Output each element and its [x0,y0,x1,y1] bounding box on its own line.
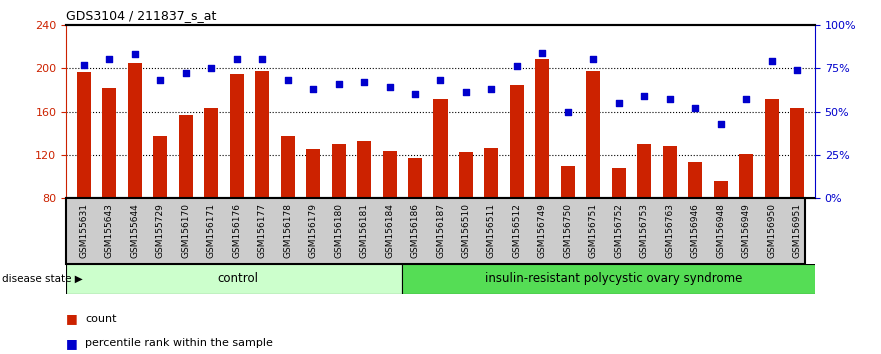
Text: GSM156179: GSM156179 [308,204,318,258]
Point [611,100,626,105]
Text: GSM156511: GSM156511 [487,204,496,258]
Text: GSM156184: GSM156184 [385,204,394,258]
Text: percentile rank within the sample: percentile rank within the sample [85,338,273,348]
Text: GSM156176: GSM156176 [233,204,241,258]
Point [77,62,91,68]
Point [281,78,295,83]
Bar [128,63,142,198]
Bar [739,154,753,198]
Text: GSM156946: GSM156946 [691,204,700,258]
Text: GSM156749: GSM156749 [538,204,547,258]
Text: GSM156948: GSM156948 [716,204,725,258]
Bar [561,166,575,198]
Text: GSM155631: GSM155631 [79,204,88,258]
Bar [408,158,422,198]
Bar [179,115,193,198]
Text: GSM156512: GSM156512 [513,204,522,258]
Text: GSM156951: GSM156951 [793,204,802,258]
Point [637,93,651,99]
Point [331,81,345,87]
Bar [230,74,244,198]
Bar [765,98,779,198]
Point [510,64,524,69]
Point [485,86,499,92]
Point [102,57,116,62]
Text: control: control [218,272,258,285]
Point [179,70,193,76]
Bar [587,72,600,198]
Point [255,57,270,62]
Text: GSM156171: GSM156171 [207,204,216,258]
Text: GSM156178: GSM156178 [283,204,292,258]
Point [586,57,600,62]
Text: GSM156510: GSM156510 [462,204,470,258]
Bar [637,144,651,198]
Point [561,109,575,114]
Bar [331,144,345,198]
Text: GSM156751: GSM156751 [589,204,598,258]
Bar [357,141,371,198]
Text: insulin-resistant polycystic ovary syndrome: insulin-resistant polycystic ovary syndr… [485,272,743,285]
Text: GSM156187: GSM156187 [436,204,445,258]
Text: GSM156753: GSM156753 [640,204,648,258]
Text: GSM156177: GSM156177 [258,204,267,258]
Point [536,50,550,55]
Text: ■: ■ [66,337,78,350]
Point [408,91,422,97]
Text: GSM156170: GSM156170 [181,204,190,258]
Bar [611,168,626,198]
Point [153,78,167,83]
Bar [510,85,524,198]
Bar [382,150,396,198]
Point [663,97,677,102]
Bar [714,181,728,198]
Bar [403,264,840,294]
Text: ■: ■ [66,312,78,325]
Text: GSM155643: GSM155643 [105,204,114,258]
Point [204,65,218,71]
Text: GSM156950: GSM156950 [767,204,776,258]
Text: GSM156180: GSM156180 [334,204,343,258]
Bar [459,152,473,198]
Text: GSM156181: GSM156181 [359,204,368,258]
Bar [536,59,550,198]
Text: disease state ▶: disease state ▶ [2,274,83,284]
Text: GSM155729: GSM155729 [156,204,165,258]
Bar [281,136,294,198]
Text: GSM155644: GSM155644 [130,204,139,258]
Bar [485,148,499,198]
Point [459,90,473,95]
Bar [306,149,320,198]
Bar [102,88,116,198]
Text: count: count [85,314,117,324]
Text: GSM156186: GSM156186 [411,204,419,258]
Point [382,84,396,90]
Point [714,121,728,126]
Bar [688,162,702,198]
Point [306,86,320,92]
Bar [204,108,218,198]
Bar [433,98,448,198]
Point [433,78,448,83]
Bar [77,73,91,198]
Text: GSM156752: GSM156752 [614,204,623,258]
Bar [790,108,804,198]
Point [739,97,753,102]
Point [357,79,371,85]
Bar [66,264,403,294]
Text: GDS3104 / 211837_s_at: GDS3104 / 211837_s_at [66,9,217,22]
Point [790,67,804,73]
Text: GSM156949: GSM156949 [742,204,751,258]
Bar [255,72,270,198]
Point [128,51,142,57]
Bar [663,146,677,198]
Point [765,58,779,64]
Bar [153,136,167,198]
Point [230,57,244,62]
Text: GSM156750: GSM156750 [563,204,573,258]
Point [688,105,702,111]
Text: GSM156763: GSM156763 [665,204,674,258]
